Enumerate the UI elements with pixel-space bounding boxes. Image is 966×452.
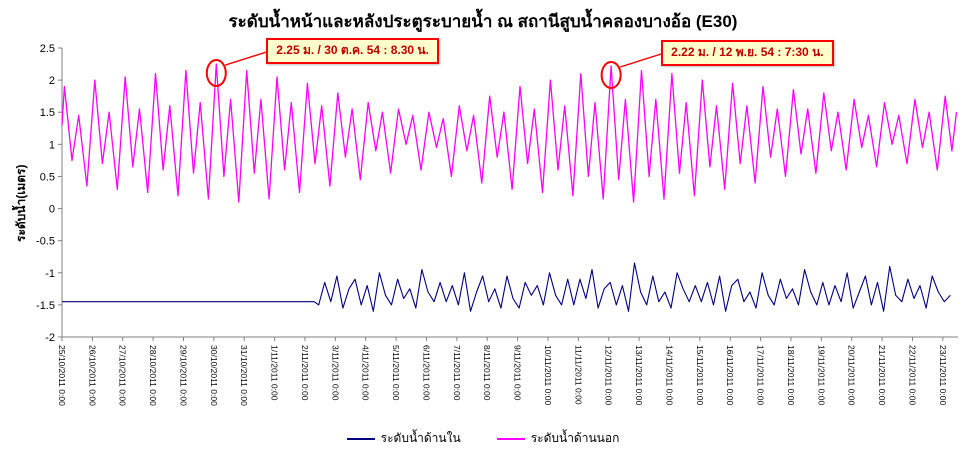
x-tick-label: 13/11/2011 0:00 [634, 345, 644, 405]
x-tick-label: 18/11/2011 0:00 [786, 345, 796, 405]
x-tick-label: 5/11/2011 0:00 [391, 345, 401, 401]
x-tick-label: 30/10/2011 0:00 [209, 345, 219, 406]
x-tick-label: 17/11/2011 0:00 [756, 345, 766, 405]
legend-line-sample-inner [346, 437, 375, 440]
y-tick-label: 0.5 [40, 171, 55, 183]
x-tick-label: 14/11/2011 0:00 [664, 345, 674, 405]
series-line-0 [62, 262, 951, 312]
x-tick-label: 7/11/2011 0:00 [452, 345, 462, 401]
x-tick-label: 2/11/2011 0:00 [300, 345, 310, 401]
series-line-1 [61, 63, 958, 203]
x-tick-label: 15/11/2011 0:00 [695, 345, 705, 405]
x-tick-label: 4/11/2011 0:00 [361, 345, 371, 401]
x-tick-label: 12/11/2011 0:00 [604, 345, 614, 405]
legend-label-outer: ระดับน้ำด้านนอก [530, 431, 620, 445]
x-tick-label: 28/10/2011 0:00 [148, 345, 158, 406]
x-tick-label: 8/11/2011 0:00 [482, 345, 492, 401]
y-tick-label: 2.5 [40, 43, 55, 55]
x-tick-label: 3/11/2011 0:00 [330, 345, 340, 401]
x-tick-label: 1/11/2011 0:00 [270, 345, 280, 401]
y-axis-title: ระดับน้ำ(เมตร) [14, 164, 28, 242]
x-tick-label: 9/11/2011 0:00 [513, 345, 523, 401]
peak-circle [600, 60, 622, 89]
x-tick-label: 20/11/2011 0:00 [847, 345, 857, 405]
x-tick-label: 16/11/2011 0:00 [725, 345, 735, 405]
chart-plot-area: 2.5 2 1.5 1 0.5 0 -0.5 -1 -1.5 -225/10/2011 0:00 2… [36, 43, 958, 406]
y-tick-label: 1 [49, 139, 55, 151]
legend-label-inner: ระดับน้ำด้านใน [380, 431, 461, 445]
y-tick-label: 0 [49, 204, 55, 216]
x-tick-label: 11/11/2011 0:00 [573, 345, 583, 405]
x-tick-label: 22/11/2011 0:00 [907, 345, 917, 405]
x-tick-label: 23/11/2011 0:00 [938, 345, 948, 405]
y-tick-label: -1.5 [36, 300, 55, 312]
legend-item-outer-level: ระดับน้ำด้านนอก [496, 429, 620, 448]
y-tick-label: 1.5 [40, 107, 55, 119]
annotation-connector-line [619, 53, 662, 68]
x-tick-label: 6/11/2011 0:00 [421, 345, 431, 401]
x-tick-label: 19/11/2011 0:00 [816, 345, 826, 405]
x-tick-label: 29/10/2011 0:00 [178, 345, 188, 406]
y-tick-label: -2 [45, 332, 55, 344]
x-tick-label: 31/10/2011 0:00 [239, 345, 249, 406]
chart-title: ระดับน้ำหน้าและหลังประตูระบายน้ำ ณ สถานี… [228, 12, 738, 31]
x-tick-label: 26/10/2011 0:00 [87, 345, 97, 406]
y-tick-label: -0.5 [36, 236, 55, 248]
legend-line-sample-outer [496, 437, 525, 440]
y-tick-label: 2 [49, 75, 55, 87]
x-tick-label: 10/11/2011 0:00 [543, 345, 553, 405]
y-tick-label: -1 [45, 268, 55, 280]
x-tick-label: 27/10/2011 0:00 [118, 345, 128, 406]
annotation-box-peak-1: 2.25 ม. / 30 ต.ค. 54 : 8.30 น. [266, 38, 439, 65]
legend-item-inner-level: ระดับน้ำด้านใน [346, 429, 461, 448]
x-tick-label: 21/11/2011 0:00 [877, 345, 887, 405]
annotation-box-peak-2: 2.22 ม. / 12 พ.ย. 54 : 7:30 น. [661, 39, 834, 66]
x-tick-label: 25/10/2011 0:00 [57, 345, 67, 406]
annotation-connector-line [225, 51, 267, 66]
peak-circle [205, 59, 227, 88]
legend: ระดับน้ำด้านใน ระดับน้ำด้านนอก [0, 429, 966, 448]
